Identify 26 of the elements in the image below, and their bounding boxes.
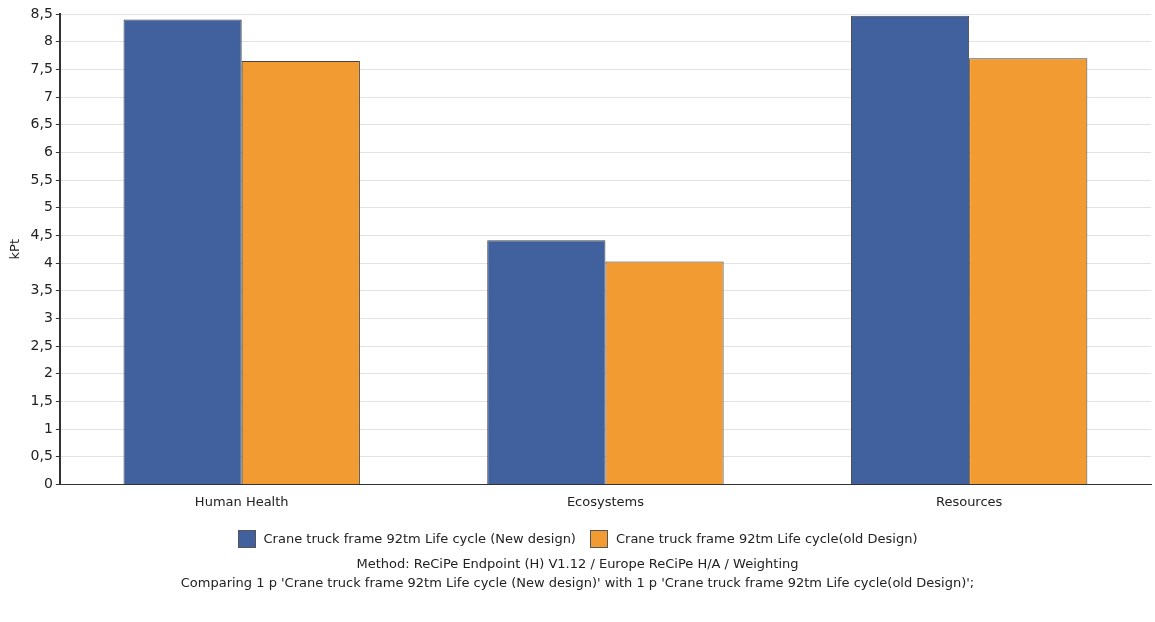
y-tick-label: 8,5 [30, 4, 53, 21]
y-tick-label: 1 [43, 419, 53, 436]
y-tick-label: 4 [43, 253, 53, 270]
y-axis-title: kPt [7, 238, 23, 260]
y-tick-label: 0 [43, 475, 53, 492]
y-tick-label: 5,5 [30, 170, 53, 187]
y-tick-label: 5 [43, 198, 53, 215]
x-tick-label: Human Health [194, 493, 289, 509]
y-tick-label: 2,5 [30, 336, 53, 353]
y-tick-label: 7 [43, 87, 53, 104]
y-tick-label: 6,5 [30, 115, 53, 132]
y-tick-label: 3 [43, 309, 53, 326]
text: Comparing 1 p 'Crane truck frame 92tm Life cycle (New design)' with 1 p 'Crane truck frame 92tm Life cycle(old Design)'; [179, 574, 976, 592]
y-tick-label: 2 [43, 364, 53, 381]
x-tick-label: Resources [935, 493, 1003, 509]
y-tick-label: 3,5 [30, 281, 53, 298]
text: Method: ReCiPe Endpoint (H) V1.12 / Europe ReCiPe H/A / Weighting [355, 555, 800, 573]
y-tick-label: 1,5 [30, 392, 53, 409]
y-tick-label: 0,5 [30, 447, 53, 464]
y-tick-label: 8 [43, 32, 53, 49]
legend-label: Crane truck frame 92tm Life cycle(old Design) [614, 530, 918, 548]
y-tick-label: 4,5 [30, 226, 53, 243]
x-tick-label: Ecosystems [566, 493, 645, 509]
y-tick-label: 6 [43, 142, 53, 159]
legend-label: Crane truck frame 92tm Life cycle (New design) [262, 530, 576, 548]
y-tick-label: 7,5 [30, 59, 53, 76]
